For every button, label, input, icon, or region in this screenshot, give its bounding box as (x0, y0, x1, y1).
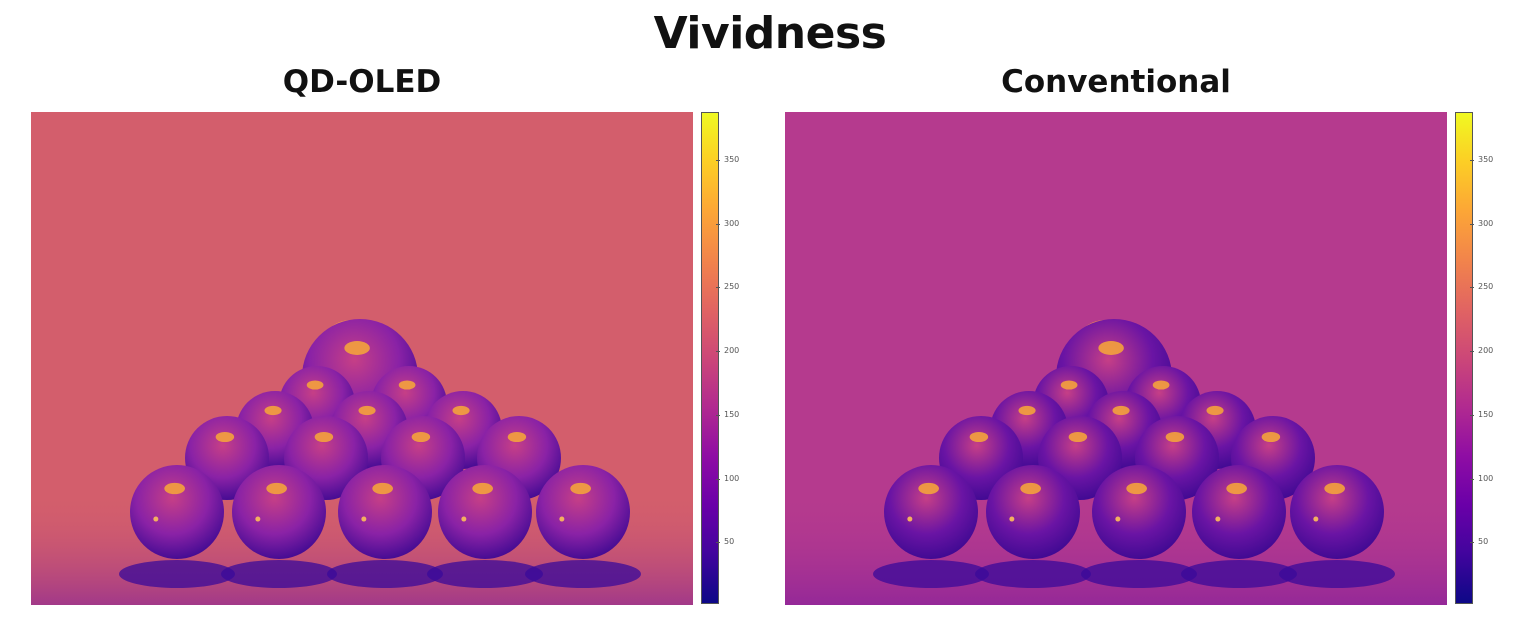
billiard-ball (1192, 465, 1286, 559)
ball-highlight (507, 431, 527, 443)
ball-highlight (1206, 405, 1224, 416)
billiard-ball (232, 465, 326, 559)
ball-reflection (1215, 516, 1221, 522)
ball-highlight (1068, 431, 1088, 443)
ball-highlight (918, 482, 939, 495)
ball-highlight (1098, 341, 1124, 355)
ball-highlight (1165, 431, 1185, 443)
colorbar-conventional: 350 300 250 200 150 100 50 (1455, 112, 1493, 604)
ball-highlight (1324, 482, 1345, 495)
ball-highlight (264, 405, 282, 416)
ball-reflection (907, 516, 913, 522)
billiard-ball (438, 465, 532, 559)
ball-highlight (306, 380, 324, 390)
billiard-ball (1290, 465, 1384, 559)
ball-shadow (427, 560, 543, 588)
colorbar-qd-oled: 350 300 250 200 150 100 50 (701, 112, 739, 604)
heatmap-qd-oled-image (31, 112, 693, 605)
ball-highlight (215, 431, 235, 443)
ball-highlight (266, 482, 287, 495)
ball-highlight (1112, 405, 1130, 416)
ball-highlight (358, 405, 376, 416)
ball-highlight (969, 431, 989, 443)
ball-highlight (372, 482, 393, 495)
ball-highlight (1018, 405, 1036, 416)
ball-shadow (975, 560, 1091, 588)
ball-shadow (1081, 560, 1197, 588)
ball-reflection (153, 516, 159, 522)
ball-highlight (472, 482, 493, 495)
ball-highlight (1020, 482, 1041, 495)
panel-title-qd-oled: QD-OLED (282, 64, 442, 100)
heatmap-conventional (785, 112, 1447, 605)
ball-shadow (1279, 560, 1395, 588)
ball-highlight (1261, 431, 1281, 443)
ball-shadow (327, 560, 443, 588)
ball-reflection (559, 516, 565, 522)
ball-highlight (1152, 380, 1170, 390)
billiard-ball (536, 465, 630, 559)
ball-highlight (314, 431, 334, 443)
billiard-ball (986, 465, 1080, 559)
billiard-ball (338, 465, 432, 559)
ball-shadow (873, 560, 989, 588)
ball-shadow (119, 560, 235, 588)
ball-highlight (164, 482, 185, 495)
ball-reflection (461, 516, 467, 522)
ball-reflection (1009, 516, 1015, 522)
heatmap-conventional-image (785, 112, 1447, 605)
ball-shadow (525, 560, 641, 588)
heatmap-qd-oled (31, 112, 693, 605)
ball-reflection (1115, 516, 1121, 522)
billiard-ball (130, 465, 224, 559)
ball-highlight (398, 380, 416, 390)
ball-highlight (570, 482, 591, 495)
ball-reflection (255, 516, 261, 522)
ball-highlight (452, 405, 470, 416)
ball-highlight (1126, 482, 1147, 495)
ball-shadow (1181, 560, 1297, 588)
ball-highlight (1226, 482, 1247, 495)
ball-highlight (1060, 380, 1078, 390)
ball-shadow (221, 560, 337, 588)
billiard-ball (1092, 465, 1186, 559)
panel-title-conventional: Conventional (1001, 64, 1231, 100)
billiard-ball (884, 465, 978, 559)
ball-highlight (411, 431, 431, 443)
ball-reflection (361, 516, 367, 522)
ball-highlight (344, 341, 370, 355)
ball-reflection (1313, 516, 1319, 522)
figure-title: Vividness (653, 8, 887, 59)
